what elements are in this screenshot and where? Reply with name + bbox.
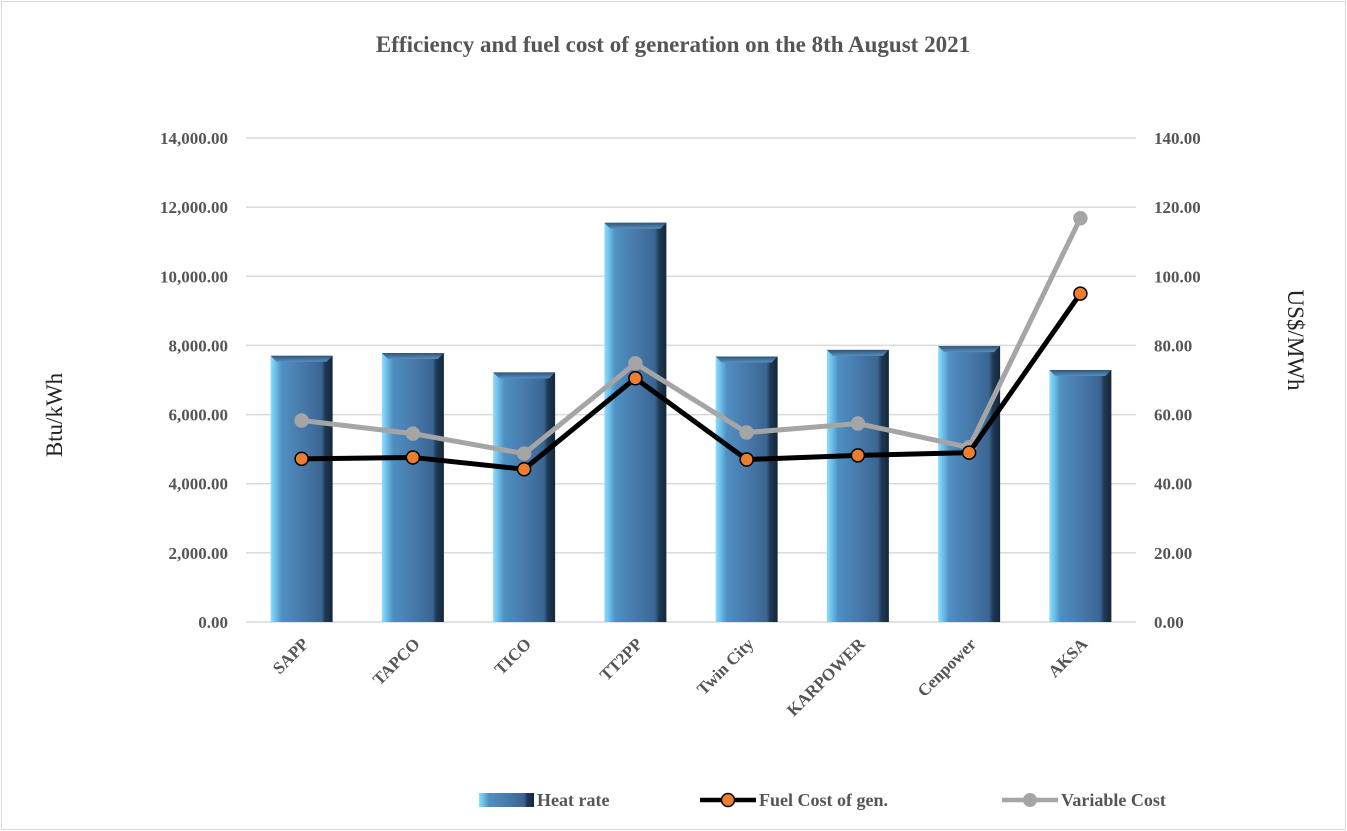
point-aksa — [1073, 210, 1088, 226]
bar-top — [604, 222, 667, 229]
bar-sapp — [270, 355, 333, 622]
legend-item-fuel-cost: Fuel Cost of gen. — [700, 790, 888, 810]
bar-top — [826, 349, 889, 356]
left-tick-label: 2,000.00 — [169, 544, 229, 563]
legend-item-heat-rate: Heat rate — [479, 790, 609, 810]
bar-tapco — [381, 353, 444, 622]
point-tapco — [405, 426, 421, 441]
fuel-cost-line — [294, 286, 1088, 477]
point-aksa — [1073, 286, 1088, 301]
left-tick-label: 0.00 — [198, 613, 228, 632]
left-tick-label: 10,000.00 — [160, 267, 228, 286]
right-tick-label: 140.00 — [1154, 129, 1201, 148]
point-tt2pp — [628, 371, 643, 386]
point-karpower — [850, 416, 866, 431]
bar-top — [938, 346, 1001, 353]
left-axis-title: Btu/kWh — [42, 372, 67, 457]
point-twin-city — [739, 452, 754, 467]
bar-twin-city — [715, 356, 778, 622]
left-tick-label: 12,000.00 — [160, 198, 228, 217]
bar-top — [381, 353, 444, 360]
right-tick-label: 120.00 — [1154, 198, 1201, 217]
right-tick-label: 40.00 — [1154, 475, 1192, 494]
legend-marker-fuel-cost — [720, 792, 736, 808]
right-tick-label: 60.00 — [1154, 406, 1192, 425]
chart-title: Efficiency and fuel cost of generation o… — [376, 32, 970, 57]
point-karpower — [850, 448, 866, 463]
legend-item-variable-cost: Variable Cost — [1002, 790, 1166, 810]
bar-cenpower — [938, 346, 1001, 622]
point-tt2pp — [628, 356, 643, 371]
left-tick-label: 4,000.00 — [169, 475, 229, 494]
point-twin-city — [739, 425, 754, 440]
bar-karpower — [826, 349, 889, 622]
legend-marker-variable-cost — [1023, 793, 1037, 807]
right-axis-ticks: 0.00 20.00 40.00 60.00 80.00 100.00 120.00 140.… — [1154, 129, 1201, 632]
bar-body — [1049, 369, 1112, 622]
bar-body — [493, 372, 556, 622]
bar-body — [270, 355, 333, 622]
right-tick-label: 80.00 — [1154, 336, 1192, 355]
point-tico — [516, 446, 532, 461]
bar-top — [270, 355, 333, 362]
series-line — [301, 217, 1083, 457]
right-tick-label: 0.00 — [1154, 613, 1184, 632]
point-cenpower — [961, 445, 977, 460]
right-tick-label: 100.00 — [1154, 267, 1201, 286]
point-tico — [516, 461, 532, 477]
bar-top — [715, 356, 778, 363]
legend-swatch-heat-rate — [479, 793, 534, 807]
point-sapp — [294, 451, 309, 467]
point-sapp — [294, 413, 309, 428]
right-tick-label: 20.00 — [1154, 544, 1192, 563]
legend: Heat rate Fuel Cost of gen. Variable Cos… — [479, 790, 1166, 810]
legend-label-variable-cost: Variable Cost — [1061, 790, 1166, 810]
bar-body — [938, 346, 1001, 622]
left-tick-label: 6,000.00 — [169, 406, 229, 425]
bar-tico — [493, 372, 556, 622]
bar-body — [381, 353, 444, 622]
point-tapco — [405, 450, 421, 465]
legend-label-heat-rate: Heat rate — [537, 790, 609, 810]
right-axis-title: US$/MWh — [1283, 290, 1308, 391]
bar-top — [493, 372, 556, 379]
bar-aksa — [1049, 369, 1112, 622]
legend-label-fuel-cost: Fuel Cost of gen. — [759, 790, 888, 810]
bar-body — [715, 356, 778, 622]
bar-top — [1049, 369, 1112, 376]
left-axis-ticks: 0.00 2,000.00 4,000.00 6,000.00 8,000.00 10,0… — [160, 129, 228, 632]
heat-rate-bars — [270, 222, 1112, 622]
bar-tt2pp — [604, 222, 667, 622]
bar-body — [826, 349, 889, 622]
left-tick-label: 14,000.00 — [160, 129, 228, 148]
bar-body — [604, 222, 667, 622]
left-tick-label: 8,000.00 — [169, 336, 229, 355]
series-line — [301, 292, 1083, 472]
